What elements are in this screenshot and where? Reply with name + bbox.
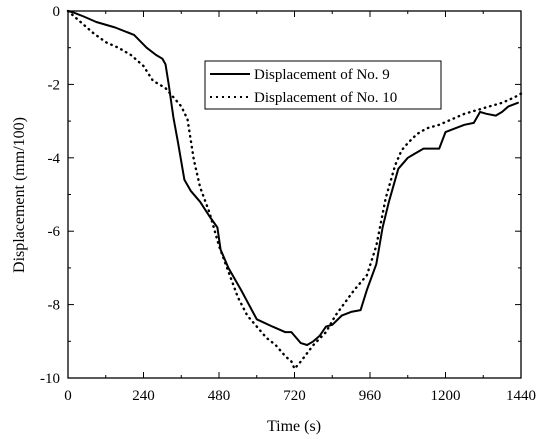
y-tick-label: 0 (53, 4, 61, 20)
axis-ticks: 0 240 480 720 960 1200 1440 0 -2 -4 -6 -8 -10 (40, 4, 536, 404)
x-tick-label: 0 (64, 388, 72, 404)
series-line-2 (66, 9, 523, 370)
series-line-1 (67, 10, 519, 346)
x-tick-label: 960 (359, 388, 382, 404)
x-tick-label: 1440 (506, 388, 536, 404)
legend-label-series-2: Displacement of No. 10 (254, 90, 397, 106)
x-tick-label: 1200 (431, 388, 461, 404)
y-axis-title: Displacement (mm/100) (11, 117, 28, 273)
x-tick-label: 720 (283, 388, 306, 404)
series-layer (66, 9, 523, 370)
x-tick-label: 480 (208, 388, 231, 404)
legend: Displacement of No. 9 Displacement of No… (204, 60, 442, 110)
y-tick-label: -6 (48, 224, 61, 240)
y-tick-label: -8 (48, 298, 61, 314)
x-tick-label: 240 (132, 388, 155, 404)
y-tick-label: -2 (48, 77, 61, 93)
legend-box (204, 60, 442, 110)
legend-label-series-1: Displacement of No. 9 (254, 67, 390, 83)
x-axis-title: Time (s) (267, 418, 321, 435)
y-tick-label: -4 (48, 151, 61, 167)
y-tick-label: -10 (40, 371, 60, 387)
